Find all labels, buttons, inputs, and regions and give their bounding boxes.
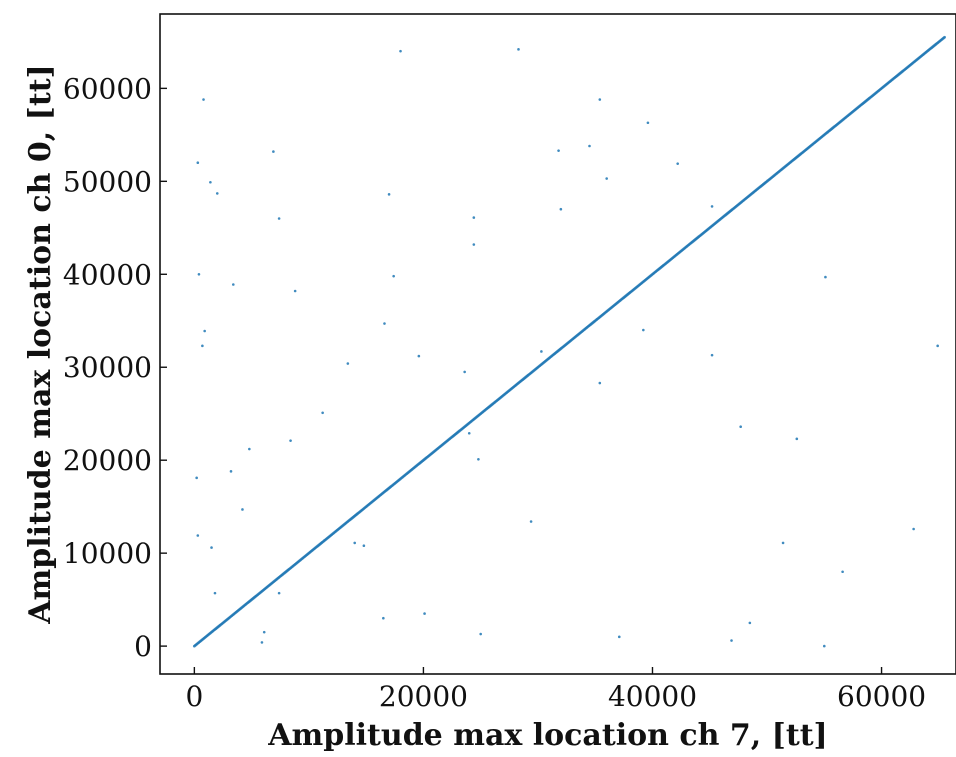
data-point-outlier bbox=[841, 570, 844, 574]
axis-ticks: 0 20000 40000 60000 0 10000 20000 30000 40000 500… bbox=[63, 72, 926, 713]
x-tick-label: 60000 bbox=[837, 680, 926, 713]
data-point-outlier bbox=[912, 527, 915, 531]
data-point-outlier bbox=[399, 49, 402, 53]
y-tick-label: 30000 bbox=[63, 351, 152, 384]
data-point-outlier bbox=[822, 644, 826, 648]
data-point-outlier bbox=[213, 591, 217, 595]
data-point-outlier bbox=[382, 616, 385, 620]
plot-frame bbox=[159, 13, 956, 675]
data-point-outlier bbox=[529, 520, 533, 523]
data-point-outlier bbox=[824, 275, 827, 279]
data-point-outlier bbox=[383, 322, 386, 325]
data-point-outlier bbox=[215, 192, 219, 195]
data-point-outlier bbox=[730, 639, 733, 642]
data-point-outlier bbox=[795, 437, 799, 441]
data-point-outlier bbox=[479, 632, 482, 636]
data-point-outlier bbox=[781, 541, 785, 545]
data-point-outlier bbox=[676, 162, 679, 165]
data-point-outlier bbox=[197, 272, 201, 276]
data-point-outlier bbox=[598, 381, 602, 385]
data-point-outlier bbox=[201, 344, 204, 348]
data-point-outlier bbox=[346, 362, 350, 365]
data-point-outlier bbox=[588, 144, 591, 148]
data-point-outlier bbox=[472, 243, 476, 246]
data-point-outlier bbox=[196, 534, 200, 537]
x-tick-label: 20000 bbox=[379, 680, 468, 713]
data-point-outlier bbox=[262, 630, 266, 634]
data-point-outlier bbox=[293, 289, 297, 293]
y-tick-label: 60000 bbox=[63, 72, 152, 105]
data-point-outlier bbox=[209, 180, 212, 184]
data-point-outlier bbox=[417, 354, 421, 358]
data-point-outlier bbox=[477, 457, 480, 461]
data-point-outlier bbox=[739, 425, 742, 429]
data-point-outlier bbox=[642, 328, 645, 332]
data-point-outlier bbox=[517, 48, 520, 51]
x-tick-label: 40000 bbox=[608, 680, 697, 713]
data-point-outlier bbox=[387, 193, 391, 196]
data-point-outlier bbox=[229, 470, 233, 473]
data-point-outlier bbox=[232, 283, 235, 286]
data-point-outlier bbox=[241, 508, 244, 511]
data-point-outlier bbox=[248, 447, 251, 451]
x-axis-label: Amplitude max location ch 7, [tt] bbox=[267, 718, 828, 753]
data-point-outlier bbox=[260, 641, 264, 644]
data-point-outlier bbox=[710, 205, 714, 208]
data-point-outlier bbox=[195, 476, 198, 480]
data-point-outlier bbox=[617, 635, 621, 639]
data-points bbox=[192, 35, 946, 648]
data-point-outlier bbox=[936, 344, 939, 348]
data-point-outlier bbox=[277, 217, 281, 220]
x-tick-label: 0 bbox=[185, 680, 203, 713]
data-point-outlier bbox=[748, 621, 752, 625]
data-point-outlier bbox=[598, 98, 602, 101]
data-point-outlier bbox=[210, 546, 213, 549]
data-point-outlier bbox=[321, 411, 324, 415]
y-tick-label: 40000 bbox=[63, 258, 152, 291]
data-point-outlier bbox=[289, 439, 292, 442]
data-point-diagonal bbox=[943, 35, 946, 39]
data-point-outlier bbox=[540, 350, 543, 353]
data-point-outlier bbox=[559, 207, 563, 211]
data-point-outlier bbox=[463, 370, 466, 374]
data-point-outlier bbox=[710, 353, 714, 357]
y-axis-label: Amplitude max location ch 0, [tt] bbox=[23, 64, 58, 625]
data-point-outlier bbox=[423, 612, 426, 615]
data-point-outlier bbox=[196, 161, 200, 165]
data-point-outlier bbox=[362, 544, 366, 548]
data-point-outlier bbox=[557, 149, 560, 152]
y-tick-label: 20000 bbox=[63, 444, 152, 477]
y-tick-label: 50000 bbox=[63, 165, 152, 198]
data-point-outlier bbox=[472, 216, 476, 219]
data-point-outlier bbox=[605, 177, 608, 180]
data-point-outlier bbox=[203, 329, 206, 333]
data-point-outlier bbox=[202, 98, 205, 101]
data-point-outlier bbox=[392, 274, 395, 278]
data-point-outlier bbox=[272, 150, 275, 153]
data-point-outlier bbox=[277, 591, 281, 595]
y-tick-label: 10000 bbox=[63, 537, 152, 570]
data-point-outlier bbox=[646, 121, 650, 125]
y-tick-label: 0 bbox=[134, 630, 152, 663]
data-point-outlier bbox=[467, 431, 471, 435]
data-point-outlier bbox=[353, 541, 357, 545]
